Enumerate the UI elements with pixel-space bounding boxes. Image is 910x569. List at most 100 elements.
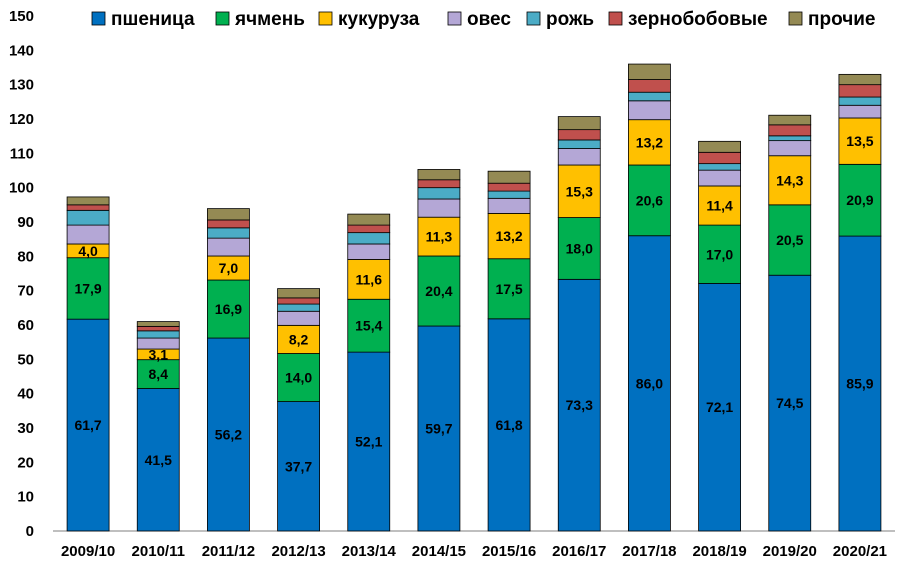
bar-segment (417, 255, 461, 327)
bar-segment (207, 237, 250, 257)
data-label: 85,9 (846, 376, 873, 392)
bar-segment (347, 351, 391, 532)
bar-segment (698, 163, 741, 171)
bar-segment (838, 104, 882, 119)
bar-segment (628, 91, 671, 102)
bar-segment (838, 117, 882, 165)
y-tick-label: 60 (17, 317, 34, 334)
legend-swatch (91, 11, 106, 26)
data-label: 13,2 (495, 228, 522, 244)
data-label: 14,0 (285, 370, 312, 386)
y-tick-label: 30 (17, 420, 34, 437)
bar-segment (838, 84, 882, 98)
bar-segment (487, 170, 531, 184)
bar-segment (207, 208, 250, 221)
data-label: 20,4 (425, 283, 452, 299)
data-label: 20,5 (776, 232, 803, 248)
data-label: 11,4 (706, 198, 733, 214)
data-label: 17,0 (706, 246, 733, 262)
bar-segment (628, 79, 671, 93)
bar-segment (277, 303, 320, 312)
bar-segment (768, 204, 812, 276)
bar-segment (628, 119, 671, 166)
bar-segment (66, 209, 110, 226)
bar-stacks: 61,7 17,9 4,0 41,5 8,4 3,1 56,2 16,9 7,0 37,7 14,0… (66, 63, 882, 532)
data-label: 20,9 (846, 192, 873, 208)
bar-segment (557, 278, 601, 532)
data-label: 72,1 (706, 399, 733, 415)
bar-segment (698, 140, 741, 153)
y-tick-label: 10 (17, 489, 34, 506)
bar-segment (277, 297, 320, 305)
y-tick-label: 150 (9, 8, 34, 25)
data-label: 59,7 (425, 421, 452, 437)
data-label: 52,1 (355, 434, 382, 450)
bar-segment (557, 116, 601, 131)
bar-stack: 61,7 17,9 4,0 (66, 196, 110, 532)
bar-stack: 73,3 18,0 15,3 (557, 116, 601, 532)
bar-segment (487, 213, 531, 260)
bar-segment (628, 235, 671, 532)
bar-stack: 41,5 8,4 3,1 (136, 321, 180, 532)
data-label: 41,5 (145, 452, 172, 468)
bar-segment (628, 63, 671, 80)
legend-swatch (447, 11, 462, 26)
y-tick-label: 50 (17, 351, 34, 368)
data-label: 4,0 (78, 243, 98, 259)
bar-segment (66, 318, 110, 532)
bar-stack: 74,5 20,5 14,3 (768, 114, 812, 532)
bar-segment (347, 243, 391, 260)
data-label: 17,9 (74, 280, 101, 296)
y-tick-label: 140 (9, 42, 34, 59)
bar-stack: 72,1 17,0 11,4 (698, 140, 741, 532)
bar-segment (207, 255, 250, 281)
bar-segment (207, 227, 250, 239)
data-label: 13,2 (636, 134, 663, 150)
legend-item: ячмень (215, 9, 305, 30)
legend-label: зернобобовые (628, 9, 768, 30)
bar-segment (557, 217, 601, 280)
bar-segment (768, 155, 812, 206)
legend-swatch (608, 11, 623, 26)
x-tick-label: 2014/15 (412, 543, 466, 560)
x-tick-label: 2011/12 (202, 543, 255, 560)
y-tick-label: 0 (26, 523, 34, 540)
bar-segment (347, 298, 391, 353)
bar-segment (417, 187, 461, 200)
legend-label: кукуруза (338, 9, 420, 30)
bar-segment (698, 151, 741, 165)
data-label: 18,0 (566, 240, 593, 256)
data-label: 74,5 (776, 395, 803, 411)
bar-stack: 52,1 15,4 11,6 (347, 213, 391, 532)
bar-segment (277, 324, 320, 354)
bar-segment (487, 318, 531, 532)
bar-segment (277, 401, 320, 532)
bar-stack: 56,2 16,9 7,0 (207, 208, 250, 532)
bar-segment (628, 100, 671, 121)
data-label: 61,7 (74, 417, 101, 433)
bar-segment (487, 258, 531, 320)
data-label: 13,5 (846, 133, 873, 149)
data-label: 11,6 (356, 271, 383, 287)
bar-segment (768, 135, 812, 142)
data-label: 15,3 (566, 183, 593, 199)
bar-segment (557, 148, 601, 166)
bar-segment (136, 330, 180, 339)
bar-segment (557, 139, 601, 149)
bar-segment (768, 140, 812, 157)
data-label: 56,2 (215, 427, 242, 443)
x-axis: 2009/10 2010/11 2011/12 2012/13 2013/14 2014/… (53, 530, 895, 560)
bar-segment (66, 196, 110, 206)
bar-segment (417, 325, 461, 532)
legend-label: пшеница (111, 9, 195, 30)
legend-label: прочие (808, 9, 876, 30)
data-label: 17,5 (495, 281, 522, 297)
bar-segment (768, 114, 812, 126)
data-label: 8,2 (289, 331, 309, 347)
legend-swatch (318, 11, 333, 26)
bar-segment (838, 73, 882, 86)
legend-label: рожь (546, 9, 594, 30)
bar-segment (136, 359, 180, 389)
bar-segment (417, 169, 461, 181)
y-tick-label: 70 (17, 283, 34, 300)
